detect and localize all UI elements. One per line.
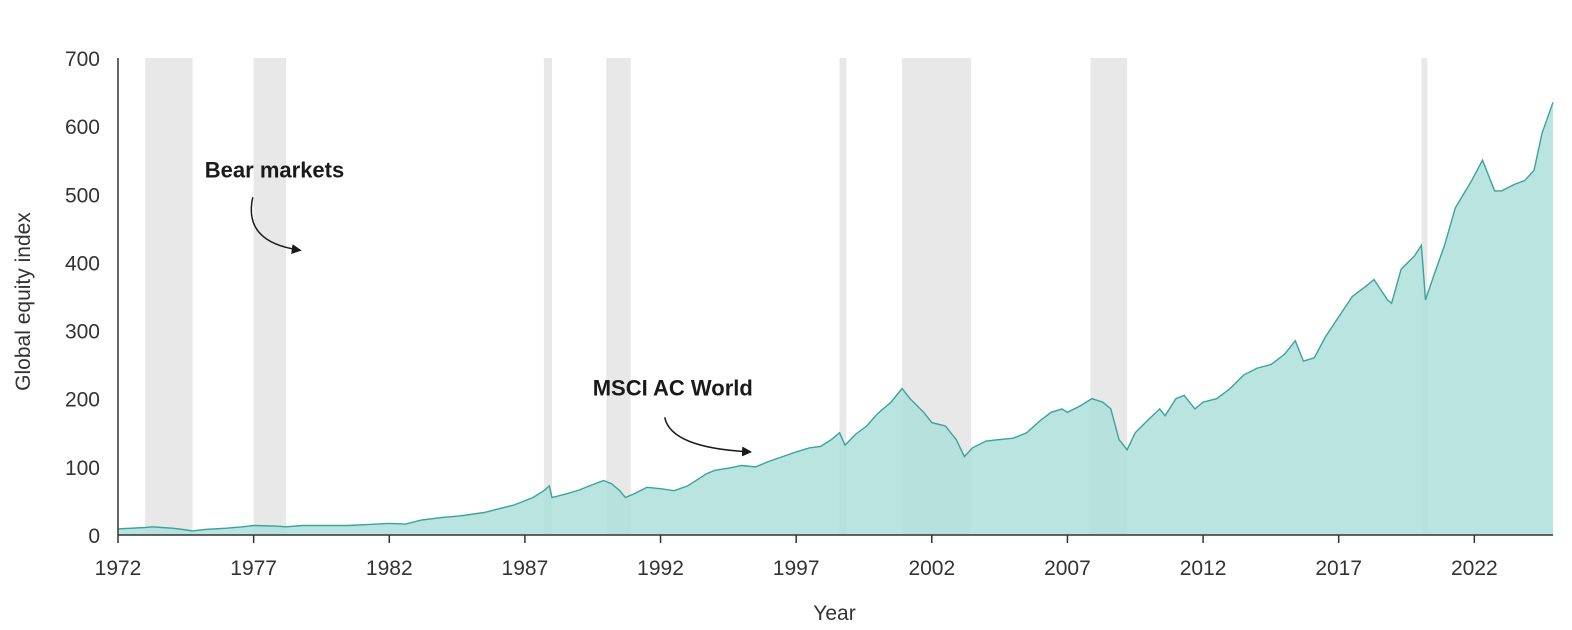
y-tick-0: 0	[88, 525, 100, 548]
bear-market-band-2	[253, 58, 287, 535]
x-tick-2017: 2017	[1315, 557, 1362, 580]
x-tick-2022: 2022	[1451, 557, 1498, 580]
annotation-1: Bear markets	[205, 157, 344, 182]
y-tick-700: 700	[65, 48, 100, 71]
y-tick-300: 300	[65, 321, 100, 344]
y-tick-100: 100	[65, 457, 100, 480]
bear-market-band-1	[145, 58, 193, 535]
x-tick-labels: 1972 1977 1982 1987 1992 1997 2002 2007 2012 2017…	[95, 535, 1498, 580]
x-tick-1992: 1992	[637, 557, 684, 580]
annotations: Bear markets MSCI AC World	[205, 157, 753, 457]
x-tick-1987: 1987	[502, 557, 549, 580]
x-tick-1972: 1972	[95, 557, 142, 580]
y-tick-500: 500	[65, 184, 100, 207]
bear-market-band-5	[839, 58, 847, 535]
msci-area	[118, 102, 1553, 536]
x-tick-1997: 1997	[773, 557, 820, 580]
x-axis-title: Year	[813, 602, 855, 625]
annotation-2: MSCI AC World	[593, 375, 753, 400]
y-tick-labels: 0 100 200 300 400 500 600 700	[65, 48, 100, 548]
x-tick-1982: 1982	[366, 557, 413, 580]
bear-market-band-3	[543, 58, 553, 535]
x-tick-2007: 2007	[1044, 557, 1091, 580]
annotation-arrow-1	[250, 197, 302, 254]
y-axis-title: Global equity index	[12, 212, 35, 391]
msci-line	[117, 102, 1554, 532]
bear-market-band-4	[606, 58, 631, 535]
y-tick-600: 600	[65, 116, 100, 139]
x-tick-1977: 1977	[230, 557, 277, 580]
y-tick-200: 200	[65, 389, 100, 412]
x-tick-2002: 2002	[908, 557, 955, 580]
annotation-arrow-2	[663, 417, 753, 457]
y-tick-400: 400	[65, 252, 100, 275]
x-tick-2012: 2012	[1180, 557, 1227, 580]
